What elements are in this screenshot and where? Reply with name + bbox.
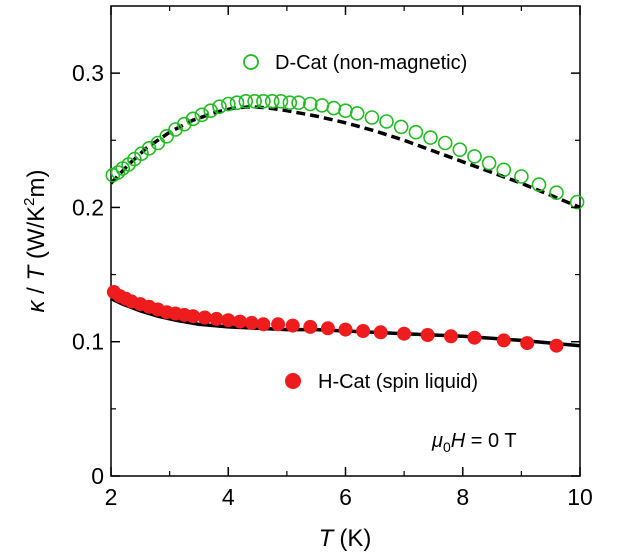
d-cat-point bbox=[514, 169, 529, 184]
h-cat-point bbox=[549, 338, 564, 353]
h-cat-point bbox=[496, 333, 511, 348]
data-markers bbox=[105, 94, 585, 353]
x-tick-label: 4 bbox=[222, 484, 235, 510]
d-cat-point bbox=[302, 96, 318, 112]
h-cat-point bbox=[303, 319, 318, 334]
d-cat-point bbox=[110, 165, 126, 180]
h-cat-point bbox=[467, 330, 482, 345]
d-cat-point bbox=[531, 177, 547, 192]
y-axis-unit-sup: 2 bbox=[21, 197, 38, 205]
d-cat-point bbox=[423, 130, 438, 145]
d-cat-point bbox=[393, 119, 409, 135]
d-cat-point bbox=[569, 194, 585, 210]
d-cat-point bbox=[273, 94, 289, 109]
annotation-H: H bbox=[451, 430, 466, 452]
axis-ticks: 2 4 6 8 10 0 0.1 0.2 0.3 bbox=[72, 6, 593, 510]
x-tick-label: 2 bbox=[105, 484, 118, 510]
x-tick-label: 8 bbox=[456, 484, 469, 510]
field-annotation: μ0H = 0 T bbox=[431, 430, 517, 455]
h-cat-point bbox=[338, 322, 353, 337]
h-cat-point bbox=[271, 317, 286, 332]
h-cat-point bbox=[397, 326, 412, 341]
h-cat-point bbox=[197, 310, 212, 325]
d-cat-point bbox=[238, 94, 254, 109]
h-cat-point bbox=[233, 314, 247, 329]
d-cat-point bbox=[408, 124, 424, 140]
h-cat-point bbox=[320, 321, 335, 336]
y-tick-label: 0.1 bbox=[72, 329, 104, 355]
d-cat-point bbox=[256, 94, 271, 109]
legend-marker-d-cat bbox=[243, 54, 259, 70]
y-tick-label: 0 bbox=[91, 463, 104, 489]
y-axis-kappa: κ bbox=[23, 299, 50, 313]
d-cat-point bbox=[203, 103, 218, 118]
d-cat-point bbox=[221, 96, 236, 112]
x-axis-symbol: T bbox=[319, 525, 336, 552]
d-cat-point bbox=[437, 135, 453, 151]
d-cat-point bbox=[185, 111, 201, 127]
h-cat-point bbox=[420, 328, 435, 342]
h-cat-point bbox=[444, 329, 458, 344]
legend-marker-h-cat bbox=[285, 373, 301, 389]
legend-label-h-cat: H-Cat (spin liquid) bbox=[318, 371, 478, 393]
d-cat-point bbox=[134, 146, 149, 161]
h-cat-point bbox=[221, 313, 236, 328]
d-cat-point bbox=[326, 100, 342, 116]
legend: D-Cat (non-magnetic) H-Cat (spin liquid) bbox=[243, 52, 478, 393]
h-cat-point bbox=[186, 309, 201, 324]
x-axis-unit: (K) bbox=[339, 525, 371, 552]
d-cat-point bbox=[264, 94, 280, 109]
d-cat-point bbox=[229, 95, 245, 110]
plot-frame bbox=[110, 5, 581, 477]
d-cat-point bbox=[549, 185, 564, 200]
d-cat-point bbox=[481, 155, 497, 171]
x-axis-title: T (K) bbox=[319, 525, 372, 552]
d-cat-point bbox=[194, 107, 210, 123]
y-axis-unit-close: m) bbox=[23, 169, 50, 197]
y-tick-label: 0.2 bbox=[72, 194, 104, 220]
fit-curve-dashed bbox=[109, 104, 581, 210]
d-cat-point bbox=[364, 110, 380, 125]
h-cat-point bbox=[285, 318, 300, 333]
d-cat-point bbox=[282, 95, 298, 110]
h-cat-point bbox=[209, 311, 224, 326]
d-cat-point bbox=[247, 94, 262, 109]
d-cat-point bbox=[291, 95, 306, 110]
d-cat-point bbox=[212, 99, 227, 114]
d-cat-point bbox=[467, 149, 482, 164]
h-cat-point bbox=[356, 324, 371, 338]
y-axis-title: κ / T (W/K2m) bbox=[21, 169, 50, 312]
d-cat-point bbox=[338, 103, 353, 118]
y-axis-T: T bbox=[23, 263, 50, 280]
y-axis-unit-open: (W/K bbox=[23, 206, 50, 266]
x-tick-label: 6 bbox=[339, 484, 352, 510]
y-axis-slash: / bbox=[23, 280, 50, 300]
legend-label-d-cat: D-Cat (non-magnetic) bbox=[275, 52, 467, 74]
h-cat-point bbox=[256, 317, 271, 332]
y-tick-label: 0.3 bbox=[72, 60, 104, 86]
annotation-mu: μ bbox=[431, 430, 443, 452]
x-tick-label: 10 bbox=[567, 484, 593, 510]
d-cat-point bbox=[379, 114, 394, 129]
d-cat-point bbox=[349, 106, 365, 121]
h-cat-point bbox=[520, 336, 535, 351]
annotation-subscript: 0 bbox=[443, 439, 451, 455]
annotation-rest: = 0 T bbox=[465, 430, 516, 452]
d-cat-point bbox=[496, 162, 512, 178]
h-cat-point bbox=[244, 315, 259, 330]
d-cat-point bbox=[452, 142, 468, 157]
h-cat-point bbox=[373, 325, 388, 340]
